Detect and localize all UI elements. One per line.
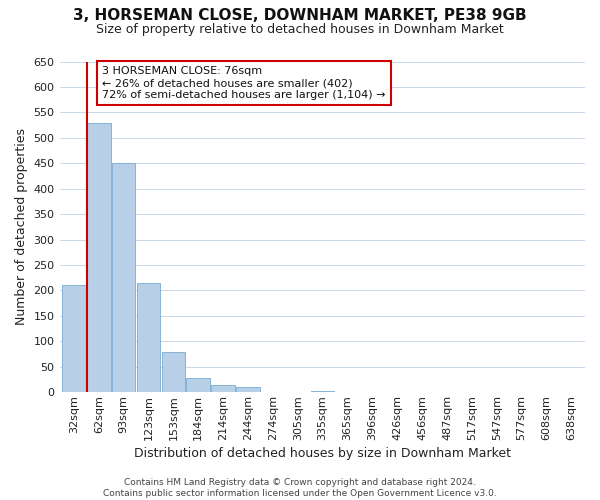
Bar <box>211 384 235 392</box>
Bar <box>87 122 110 392</box>
Bar <box>187 378 210 392</box>
X-axis label: Distribution of detached houses by size in Downham Market: Distribution of detached houses by size … <box>134 447 511 460</box>
Bar <box>112 163 136 392</box>
Text: Contains HM Land Registry data © Crown copyright and database right 2024.
Contai: Contains HM Land Registry data © Crown c… <box>103 478 497 498</box>
Bar <box>311 391 334 392</box>
Text: 3, HORSEMAN CLOSE, DOWNHAM MARKET, PE38 9GB: 3, HORSEMAN CLOSE, DOWNHAM MARKET, PE38 … <box>73 8 527 22</box>
Bar <box>161 352 185 392</box>
Bar <box>137 283 160 392</box>
Bar <box>62 286 86 392</box>
Bar <box>236 387 260 392</box>
Y-axis label: Number of detached properties: Number of detached properties <box>15 128 28 326</box>
Text: 3 HORSEMAN CLOSE: 76sqm
← 26% of detached houses are smaller (402)
72% of semi-d: 3 HORSEMAN CLOSE: 76sqm ← 26% of detache… <box>102 66 386 100</box>
Text: Size of property relative to detached houses in Downham Market: Size of property relative to detached ho… <box>96 22 504 36</box>
